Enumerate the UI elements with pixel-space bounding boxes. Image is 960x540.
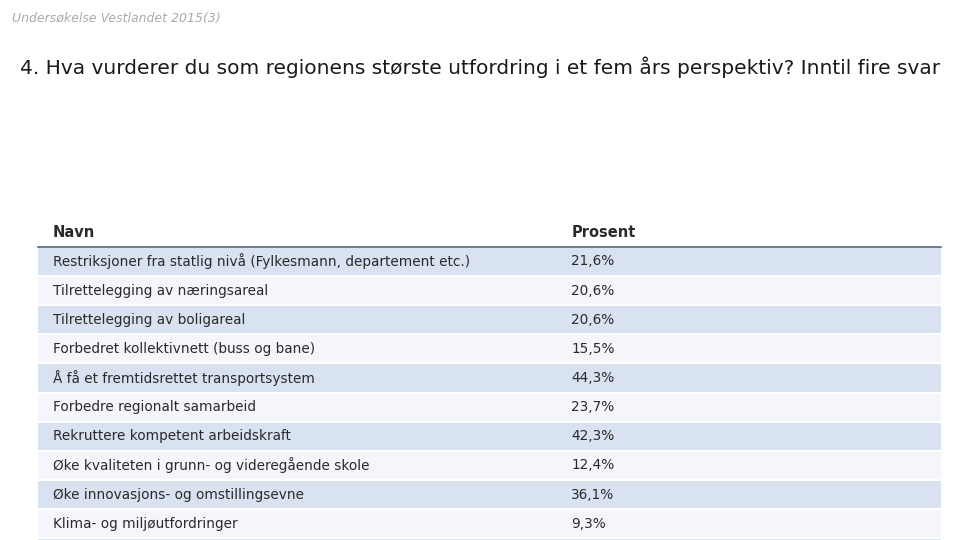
Text: Øke kvaliteten i grunn- og videregående skole: Øke kvaliteten i grunn- og videregående … (53, 457, 370, 474)
Text: 23,7%: 23,7% (571, 400, 614, 414)
Text: Forbedre regionalt samarbeid: Forbedre regionalt samarbeid (53, 400, 255, 414)
Text: 9,3%: 9,3% (571, 517, 606, 531)
Text: 20,6%: 20,6% (571, 313, 614, 327)
Text: Prosent: Prosent (571, 225, 636, 240)
Text: Forbedret kollektivnett (buss og bane): Forbedret kollektivnett (buss og bane) (53, 342, 315, 356)
Text: Tilrettelegging av næringsareal: Tilrettelegging av næringsareal (53, 284, 268, 298)
Text: Klima- og miljøutfordringer: Klima- og miljøutfordringer (53, 517, 237, 531)
Text: Rekruttere kompetent arbeidskraft: Rekruttere kompetent arbeidskraft (53, 429, 291, 443)
Text: 42,3%: 42,3% (571, 429, 614, 443)
Text: 44,3%: 44,3% (571, 371, 614, 385)
Text: Å få et fremtidsrettet transportsystem: Å få et fremtidsrettet transportsystem (53, 370, 315, 386)
Text: Navn: Navn (53, 225, 95, 240)
Text: 20,6%: 20,6% (571, 284, 614, 298)
Text: 21,6%: 21,6% (571, 254, 614, 268)
Text: 36,1%: 36,1% (571, 488, 614, 502)
Text: Øke innovasjons- og omstillingsevne: Øke innovasjons- og omstillingsevne (53, 488, 303, 502)
Text: Undersøkelse Vestlandet 2015(3): Undersøkelse Vestlandet 2015(3) (12, 12, 220, 25)
Text: Tilrettelegging av boligareal: Tilrettelegging av boligareal (53, 313, 245, 327)
Text: 4. Hva vurderer du som regionens største utfordring i et fem års perspektiv? Inn: 4. Hva vurderer du som regionens største… (20, 57, 940, 78)
Text: Restriksjoner fra statlig nivå (Fylkesmann, departement etc.): Restriksjoner fra statlig nivå (Fylkesma… (53, 253, 470, 269)
Text: 12,4%: 12,4% (571, 458, 614, 472)
Text: 15,5%: 15,5% (571, 342, 614, 356)
